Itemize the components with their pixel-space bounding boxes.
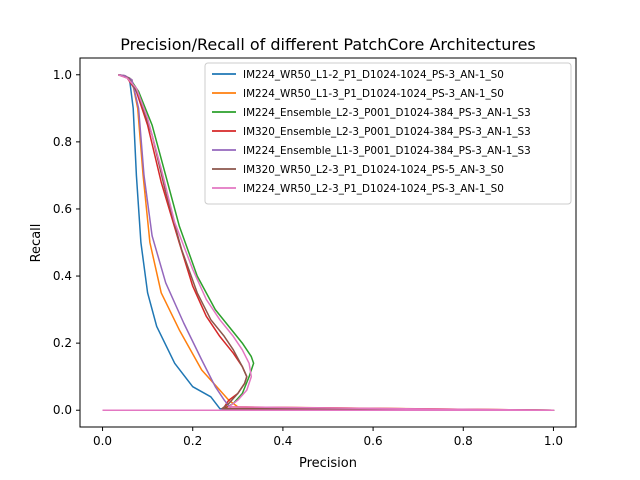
x-tick-label: 1.0 bbox=[544, 434, 563, 448]
x-tick-label: 0.8 bbox=[454, 434, 473, 448]
x-axis-label: Precision bbox=[299, 456, 357, 471]
y-tick-label: 0.0 bbox=[53, 403, 72, 417]
x-axis-ticks: 0.0 0.2 0.4 0.6 0.8 1.0 bbox=[93, 427, 563, 448]
legend: IM224_WR50_L1-2_P1_D1024-1024_PS-3_AN-1_… bbox=[204, 62, 572, 205]
axes-frame bbox=[79, 57, 577, 428]
y-tick-label: 0.6 bbox=[53, 202, 72, 216]
y-axis-ticks: 0.0 0.2 0.4 0.6 0.8 1.0 bbox=[53, 68, 80, 417]
x-tick-label: 0.2 bbox=[183, 434, 202, 448]
y-tick-label: 1.0 bbox=[53, 68, 72, 82]
legend-entry: IM224_Ensemble_L2-3_P001_D1024-384_PS-3_… bbox=[243, 107, 531, 119]
y-axis-label: Recall bbox=[29, 224, 44, 263]
y-tick-label: 0.4 bbox=[53, 269, 72, 283]
x-tick-label: 0.0 bbox=[93, 434, 112, 448]
x-tick-label: 0.6 bbox=[364, 434, 383, 448]
plot-area bbox=[102, 74, 555, 411]
legend-entry: IM224_WR50_L2-3_P1_D1024-1024_PS-3_AN-1_… bbox=[243, 183, 504, 195]
legend-entry: IM224_Ensemble_L1-3_P001_D1024-384_PS-3_… bbox=[243, 145, 531, 157]
chart-title: Precision/Recall of different PatchCore … bbox=[120, 35, 536, 54]
y-tick-label: 0.2 bbox=[53, 336, 72, 350]
x-tick-label: 0.4 bbox=[273, 434, 292, 448]
series-line-7 bbox=[102, 74, 555, 411]
y-tick-label: 0.8 bbox=[53, 135, 72, 149]
legend-entry: IM320_WR50_L2-3_P1_D1024-1024_PS-5_AN-3_… bbox=[243, 164, 504, 176]
legend-entry: IM320_Ensemble_L2-3_P001_D1024-384_PS-3_… bbox=[243, 126, 531, 138]
legend-box bbox=[204, 62, 572, 205]
legend-entry: IM224_WR50_L1-3_P1_D1024-1024_PS-3_AN-1_… bbox=[243, 88, 504, 100]
legend-entry: IM224_WR50_L1-2_P1_D1024-1024_PS-3_AN-1_… bbox=[243, 69, 504, 81]
